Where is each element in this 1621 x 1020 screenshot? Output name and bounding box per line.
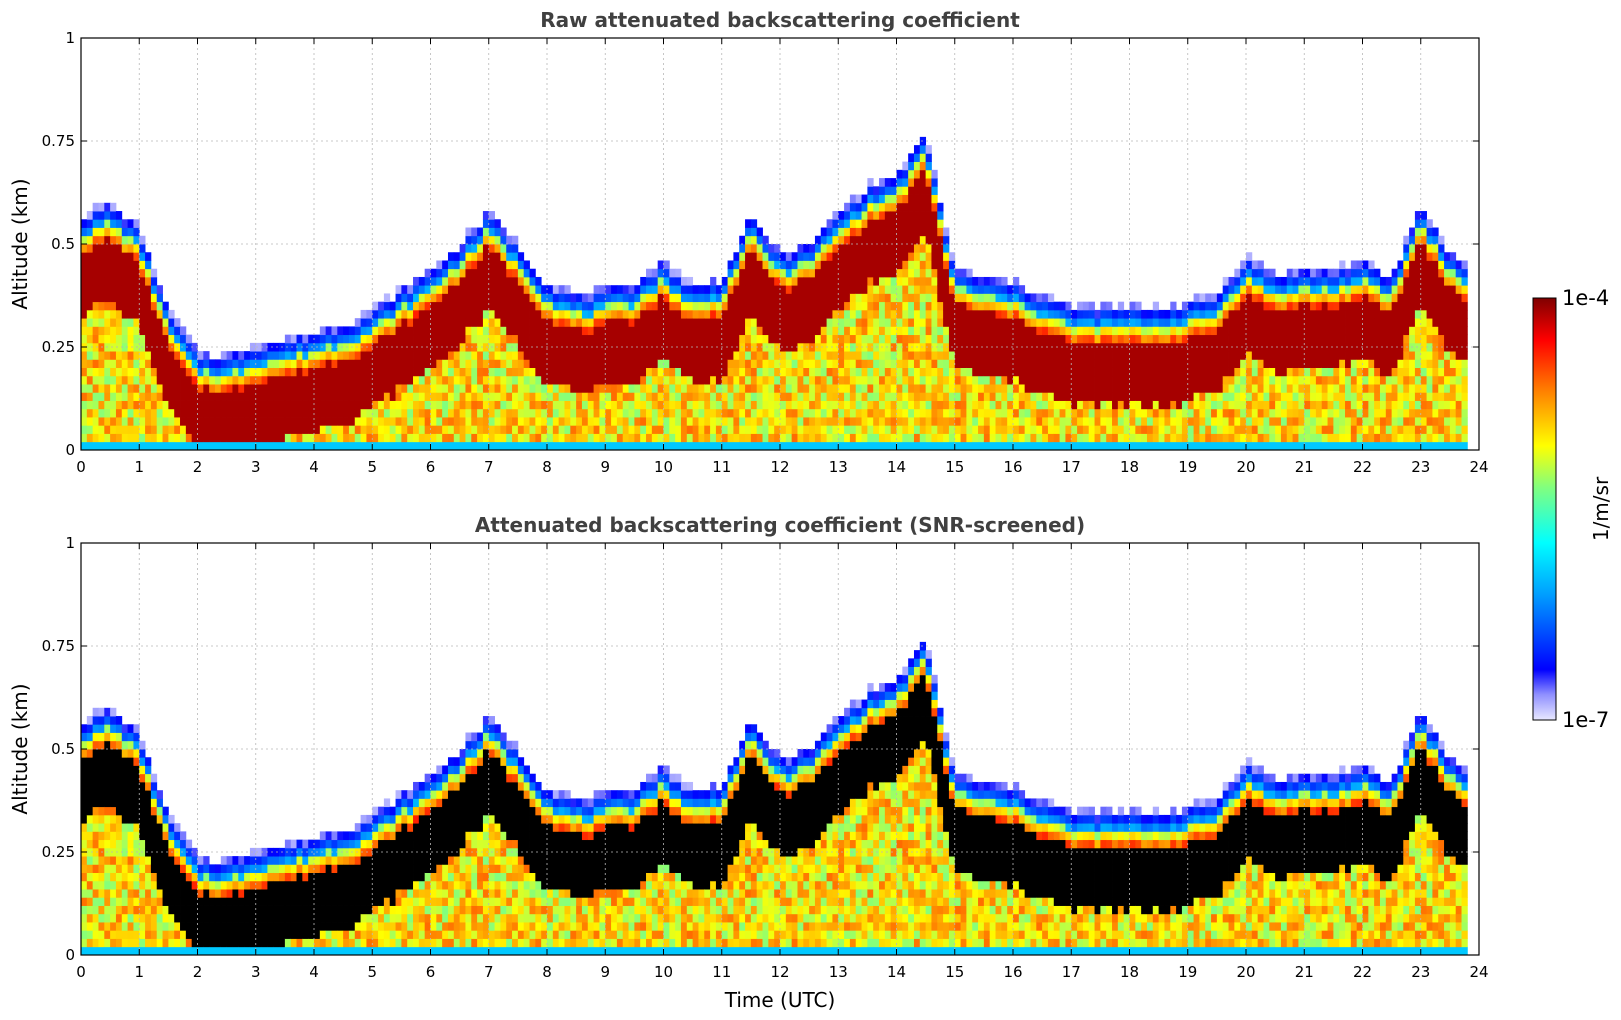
panel-title: Attenuated backscattering coefficient (S…: [475, 513, 1085, 537]
y-axis-label: Altitude (km): [8, 683, 32, 814]
x-tick-label: 19: [1178, 458, 1197, 476]
y-tick-label: 1: [65, 534, 75, 552]
x-tick-label: 11: [712, 458, 731, 476]
x-tick-label: 4: [309, 458, 319, 476]
x-tick-label: 12: [770, 458, 789, 476]
x-tick-label: 5: [367, 458, 377, 476]
x-tick-label: 22: [1353, 458, 1372, 476]
x-tick-label: 19: [1178, 963, 1197, 981]
x-axis-label: Time (UTC): [724, 988, 836, 1012]
x-tick-label: 20: [1236, 963, 1255, 981]
x-tick-label: 8: [542, 963, 552, 981]
x-tick-label: 3: [251, 458, 261, 476]
y-axis: 0 0.25 0.5 0.75 1: [42, 534, 1479, 964]
x-tick-label: 24: [1469, 458, 1488, 476]
x-tick-label: 21: [1295, 963, 1314, 981]
colorbar-min-label: 1e-7: [1562, 708, 1609, 732]
colorbar-label: 1/m/sr: [1589, 476, 1613, 541]
x-tick-label: 8: [542, 458, 552, 476]
y-tick-label: 0.25: [42, 843, 75, 861]
x-tick-label: 5: [367, 963, 377, 981]
x-tick-label: 16: [1003, 458, 1022, 476]
panel-screened: Attenuated backscattering coefficient (S…: [8, 513, 1489, 1012]
grid: [81, 38, 1479, 450]
x-tick-label: 10: [654, 458, 673, 476]
x-tick-label: 18: [1120, 963, 1139, 981]
x-tick-label: 13: [829, 458, 848, 476]
x-tick-label: 6: [426, 458, 436, 476]
x-tick-label: 15: [945, 963, 964, 981]
x-tick-label: 3: [251, 963, 261, 981]
x-tick-label: 13: [829, 963, 848, 981]
y-tick-label: 0.5: [51, 740, 75, 758]
y-axis: 0 0.25 0.5 0.75 1: [42, 29, 1479, 459]
grid: [81, 543, 1479, 955]
x-tick-label: 9: [600, 963, 610, 981]
y-tick-label: 1: [65, 29, 75, 47]
x-axis: 0 1 2 3 4 5 6 7 8 9 10 11 12 13 14 15 16 17 18 19 20 21 22 23 24: [76, 543, 1489, 981]
y-tick-label: 0: [65, 441, 75, 459]
x-tick-label: 1: [134, 458, 144, 476]
x-tick-label: 20: [1236, 458, 1255, 476]
x-tick-label: 4: [309, 963, 319, 981]
x-tick-label: 6: [426, 963, 436, 981]
y-tick-label: 0: [65, 946, 75, 964]
x-tick-label: 22: [1353, 963, 1372, 981]
x-axis: 0 1 2 3 4 5 6 7 8 9 10 11 12 13 14 15 16 17 18 19 20 21 22 23 24: [76, 38, 1489, 476]
x-tick-label: 7: [484, 458, 494, 476]
x-tick-label: 12: [770, 963, 789, 981]
x-tick-label: 17: [1062, 963, 1081, 981]
x-tick-label: 2: [193, 458, 203, 476]
x-tick-label: 7: [484, 963, 494, 981]
x-tick-label: 17: [1062, 458, 1081, 476]
x-tick-label: 14: [887, 963, 906, 981]
x-tick-label: 11: [712, 963, 731, 981]
colorbar-gradient: [1532, 297, 1557, 721]
x-tick-label: 14: [887, 458, 906, 476]
x-tick-label: 21: [1295, 458, 1314, 476]
x-tick-label: 0: [76, 963, 86, 981]
heatmap-area: [81, 136, 1468, 450]
x-tick-label: 1: [134, 963, 144, 981]
x-tick-label: 15: [945, 458, 964, 476]
heatmap-area: [81, 641, 1468, 955]
x-tick-label: 10: [654, 963, 673, 981]
panel-title: Raw attenuated backscattering coefficien…: [540, 8, 1020, 32]
x-tick-label: 2: [193, 963, 203, 981]
x-tick-label: 0: [76, 458, 86, 476]
y-tick-label: 0.25: [42, 338, 75, 356]
y-tick-label: 0.75: [42, 132, 75, 150]
colorbar-max-label: 1e-4: [1562, 286, 1609, 310]
colorbar: 1e-4 1e-7 1/m/sr: [1532, 286, 1613, 732]
x-tick-label: 23: [1411, 963, 1430, 981]
x-tick-label: 9: [600, 458, 610, 476]
y-tick-label: 0.5: [51, 235, 75, 253]
x-tick-label: 16: [1003, 963, 1022, 981]
x-tick-label: 18: [1120, 458, 1139, 476]
y-axis-label: Altitude (km): [8, 178, 32, 309]
panel-raw: Raw attenuated backscattering coefficien…: [8, 8, 1489, 476]
y-tick-label: 0.75: [42, 637, 75, 655]
x-tick-label: 24: [1469, 963, 1488, 981]
x-tick-label: 23: [1411, 458, 1430, 476]
